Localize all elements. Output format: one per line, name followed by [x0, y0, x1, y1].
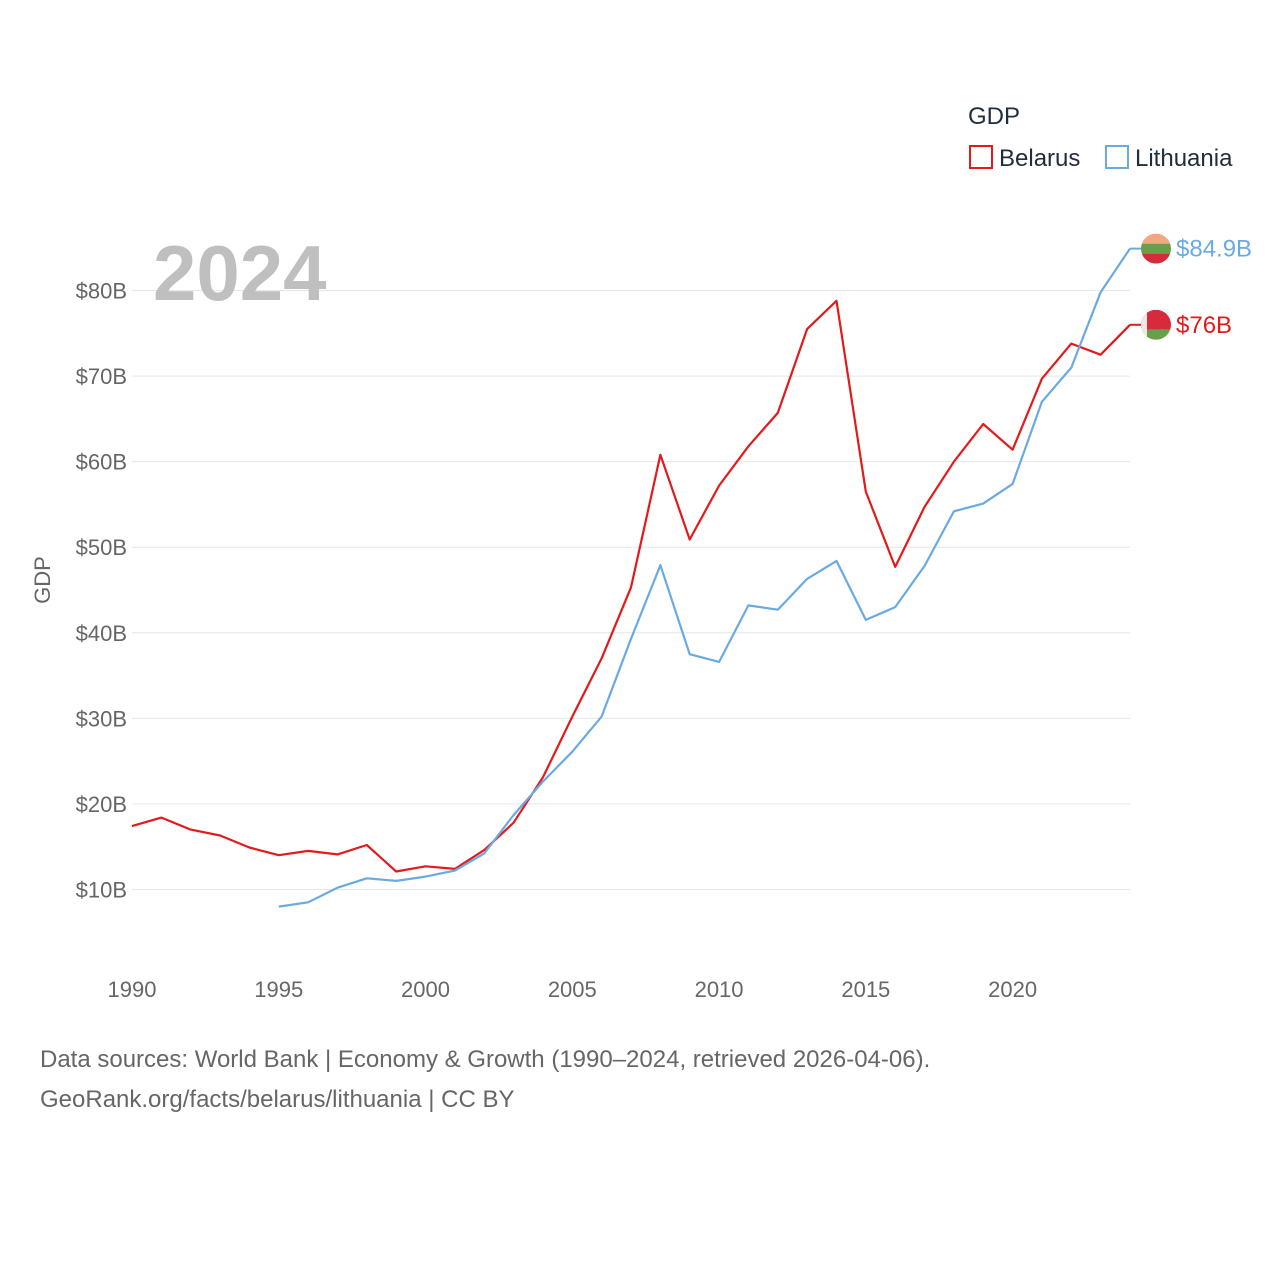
- x-tick-label: 2015: [841, 977, 890, 1002]
- grid-lines: [132, 290, 1130, 890]
- x-axis-ticks: 1990 1995 2000 2005 2010 2015 2020: [108, 977, 1038, 1002]
- year-indicator: 2024: [153, 229, 327, 317]
- end-value-label-belarus: $76B: [1176, 312, 1232, 339]
- legend-swatch-belarus[interactable]: [969, 145, 993, 169]
- y-axis-ticks: $10B $20B $30B $40B $50B $60B $70B $80B: [76, 279, 127, 903]
- lithuania-flag-icon: [1141, 233, 1171, 264]
- legend-label-belarus[interactable]: Belarus: [999, 145, 1080, 172]
- legend: GDP Belarus Lithuania: [968, 103, 1233, 172]
- x-tick-label: 2010: [695, 977, 744, 1002]
- y-tick-label: $50B: [76, 535, 127, 560]
- series-end-markers: $76B $84.9B: [1130, 233, 1252, 340]
- y-tick-label: $30B: [76, 706, 127, 731]
- y-tick-label: $10B: [76, 877, 127, 902]
- belarus-flag-icon: [1141, 309, 1171, 340]
- x-tick-label: 1990: [108, 977, 157, 1002]
- y-tick-label: $60B: [76, 450, 127, 475]
- footer-attribution: GeoRank.org/facts/belarus/lithuania | CC…: [40, 1086, 515, 1113]
- x-tick-label: 1995: [254, 977, 303, 1002]
- series-line-belarus[interactable]: [131, 299, 1131, 873]
- legend-title: GDP: [968, 103, 1020, 130]
- x-tick-label: 2005: [548, 977, 597, 1002]
- y-tick-label: $80B: [76, 279, 127, 304]
- end-value-label-lithuania: $84.9B: [1176, 236, 1252, 263]
- legend-swatch-lithuania[interactable]: [1105, 145, 1129, 169]
- y-axis-label: GDP: [30, 556, 55, 604]
- series-lines: [131, 247, 1131, 908]
- x-tick-label: 2020: [988, 977, 1037, 1002]
- footer-sources: Data sources: World Bank | Economy & Gro…: [40, 1046, 931, 1073]
- y-tick-label: $20B: [76, 792, 127, 817]
- x-tick-label: 2000: [401, 977, 450, 1002]
- legend-label-lithuania[interactable]: Lithuania: [1135, 145, 1233, 172]
- y-tick-label: $70B: [76, 364, 127, 389]
- series-line-lithuania[interactable]: [278, 247, 1131, 908]
- y-tick-label: $40B: [76, 621, 127, 646]
